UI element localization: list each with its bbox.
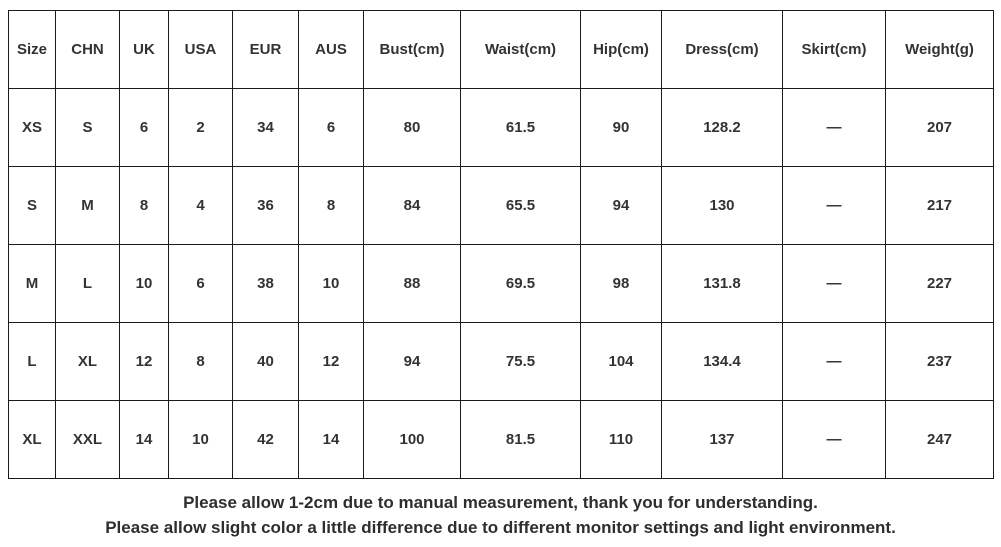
- table-cell: S: [8, 166, 56, 245]
- table-cell: 8: [119, 166, 169, 245]
- column-header: AUS: [298, 10, 364, 89]
- table-cell: 12: [298, 322, 364, 401]
- table-cell: 130: [661, 166, 783, 245]
- table-cell: 104: [580, 322, 662, 401]
- table-cell: 98: [580, 244, 662, 323]
- table-cell: 36: [232, 166, 299, 245]
- table-cell: —: [782, 244, 886, 323]
- column-header: UK: [119, 10, 169, 89]
- column-header: Skirt(cm): [782, 10, 886, 89]
- table-cell: 12: [119, 322, 169, 401]
- table-cell: 207: [885, 88, 994, 167]
- column-header: CHN: [55, 10, 120, 89]
- notes-block: Please allow 1-2cm due to manual measure…: [0, 490, 1001, 540]
- note-color-difference: Please allow slight color a little diffe…: [105, 518, 896, 537]
- table-cell: 42: [232, 400, 299, 479]
- table-cell: 81.5: [460, 400, 581, 479]
- table-cell: XS: [8, 88, 56, 167]
- column-header: Waist(cm): [460, 10, 581, 89]
- column-header: Dress(cm): [661, 10, 783, 89]
- table-cell: 80: [363, 88, 461, 167]
- table-cell: 227: [885, 244, 994, 323]
- table-cell: 61.5: [460, 88, 581, 167]
- table-cell: 137: [661, 400, 783, 479]
- table-cell: 94: [363, 322, 461, 401]
- table-cell: 4: [168, 166, 233, 245]
- note-measurement: Please allow 1-2cm due to manual measure…: [183, 493, 818, 512]
- table-cell: 75.5: [460, 322, 581, 401]
- size-chart-table: Size CHN UK USA EUR AUS Bust(cm) Waist(cm) Hip(c…: [8, 10, 994, 479]
- column-header: EUR: [232, 10, 299, 89]
- table-cell: S: [55, 88, 120, 167]
- table-cell: XL: [55, 322, 120, 401]
- column-header: Size: [8, 10, 56, 89]
- table-cell: 6: [298, 88, 364, 167]
- table-cell: 10: [119, 244, 169, 323]
- table-cell: —: [782, 322, 886, 401]
- column-header: Weight(g): [885, 10, 994, 89]
- table-cell: XL: [8, 400, 56, 479]
- table-cell: XXL: [55, 400, 120, 479]
- table-cell: 40: [232, 322, 299, 401]
- table-cell: 65.5: [460, 166, 581, 245]
- table-cell: 84: [363, 166, 461, 245]
- table-cell: —: [782, 88, 886, 167]
- table-cell: 38: [232, 244, 299, 323]
- table-row: S M 8 4 36 8 84 65.5 94 130—217: [8, 166, 994, 245]
- table-cell: 94: [580, 166, 662, 245]
- table-cell: 88: [363, 244, 461, 323]
- column-header: USA: [168, 10, 233, 89]
- table-cell: 131.8: [661, 244, 783, 323]
- table-cell: 247: [885, 400, 994, 479]
- table-row: XL XXL 14 10 42 14 100 81.5 110 137—247: [8, 400, 994, 479]
- table-cell: —: [782, 400, 886, 479]
- table-cell: 10: [168, 400, 233, 479]
- table-cell: M: [8, 244, 56, 323]
- table-cell: 6: [119, 88, 169, 167]
- column-header: Hip(cm): [580, 10, 662, 89]
- table-cell: 34: [232, 88, 299, 167]
- table-cell: 69.5: [460, 244, 581, 323]
- table-row: L XL 12 8 40 12 94 75.5 104 134.4—237: [8, 322, 994, 401]
- table-cell: 237: [885, 322, 994, 401]
- table-cell: 2: [168, 88, 233, 167]
- table-cell: 90: [580, 88, 662, 167]
- table-cell: 8: [298, 166, 364, 245]
- table-cell: 6: [168, 244, 233, 323]
- table-cell: 128.2: [661, 88, 783, 167]
- table-row: M L 10 6 38 10 88 69.5 98 131.8—227: [8, 244, 994, 323]
- table-row: XS S 6 2 34 6 80 61.5 90 128.2—207: [8, 88, 994, 167]
- table-cell: M: [55, 166, 120, 245]
- table-cell: L: [55, 244, 120, 323]
- table-cell: L: [8, 322, 56, 401]
- table-cell: 10: [298, 244, 364, 323]
- table-cell: —: [782, 166, 886, 245]
- table-cell: 14: [298, 400, 364, 479]
- header-row: Size CHN UK USA EUR AUS Bust(cm) Waist(cm) Hip(c…: [8, 10, 994, 89]
- column-header: Bust(cm): [363, 10, 461, 89]
- table-cell: 8: [168, 322, 233, 401]
- table-cell: 217: [885, 166, 994, 245]
- table-cell: 14: [119, 400, 169, 479]
- table-cell: 134.4: [661, 322, 783, 401]
- table-cell: 110: [580, 400, 662, 479]
- table-cell: 100: [363, 400, 461, 479]
